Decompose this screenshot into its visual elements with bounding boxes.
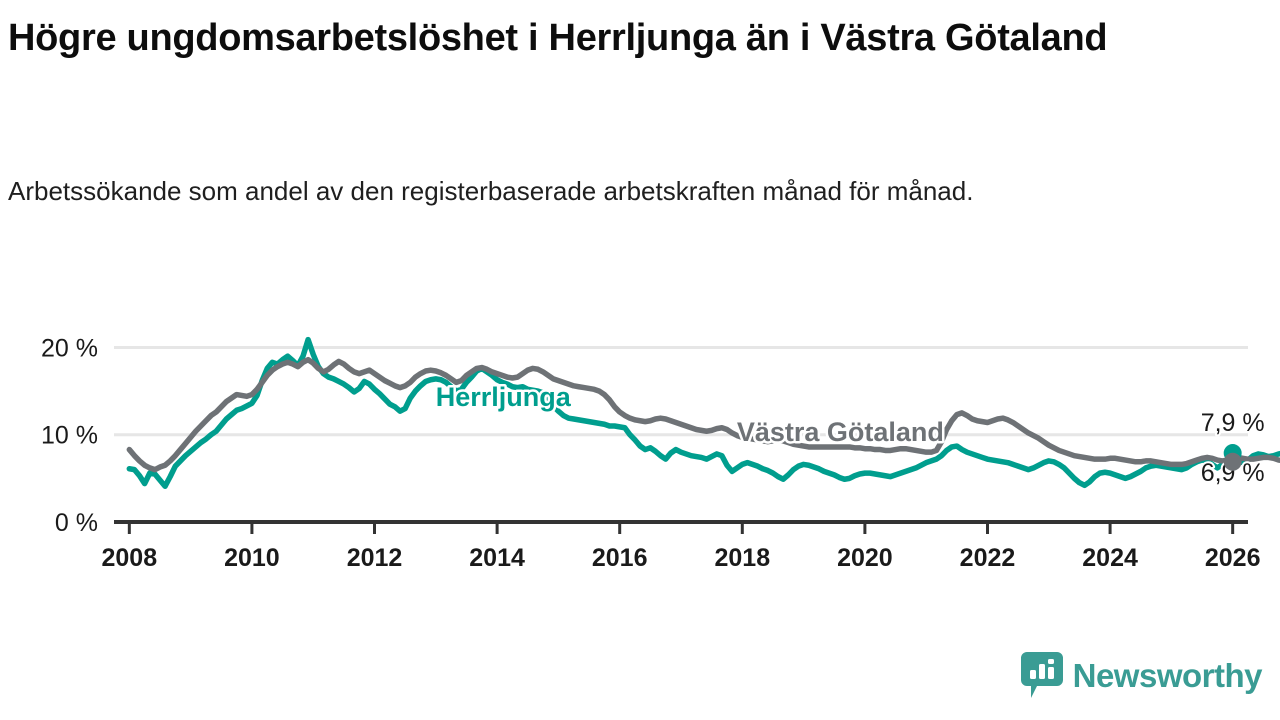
page-title: Högre ungdomsarbetslöshet i Herrljunga ä… xyxy=(8,17,1108,59)
x-tick-label: 2012 xyxy=(347,544,403,572)
herrljunga-end-value: 7,9 % xyxy=(1201,409,1265,437)
series-line-v-stra-g-taland xyxy=(126,356,1280,473)
x-tick-label: 2022 xyxy=(960,544,1016,572)
speech-bubble-bar-chart-icon xyxy=(1020,652,1063,698)
newsworthy-logo: Newsworthy xyxy=(1020,652,1263,698)
vastra-gotaland-inline-label: Västra Götaland xyxy=(737,417,944,447)
x-tick-label: 2018 xyxy=(714,544,770,572)
herrljunga-inline-label: Herrljunga xyxy=(436,382,572,412)
x-tick-label: 2016 xyxy=(592,544,648,572)
x-tick-label: 2020 xyxy=(837,544,893,572)
line-chart: 0 % 10 % 20 % 2008 2010 2012 2014 2016 2018 2020 2… xyxy=(41,334,1280,572)
logo-wordmark: Newsworthy xyxy=(1072,656,1263,694)
x-tick-label: 2014 xyxy=(469,544,525,572)
vastra-gotaland-end-dot xyxy=(1223,452,1242,471)
x-tick-label: 2026 xyxy=(1205,544,1261,572)
x-tick-label: 2008 xyxy=(102,544,158,572)
x-tick-label: 2010 xyxy=(224,544,280,572)
page-subtitle: Arbetssökande som andel av den registerb… xyxy=(8,176,974,206)
y-tick-label: 0 % xyxy=(55,509,98,537)
x-tick-label: 2024 xyxy=(1082,544,1138,572)
y-tick-label: 10 % xyxy=(41,422,98,450)
y-tick-label: 20 % xyxy=(41,334,98,362)
chart-container: 0 % 10 % 20 % 2008 2010 2012 2014 2016 2018 2020 2… xyxy=(0,300,1280,600)
